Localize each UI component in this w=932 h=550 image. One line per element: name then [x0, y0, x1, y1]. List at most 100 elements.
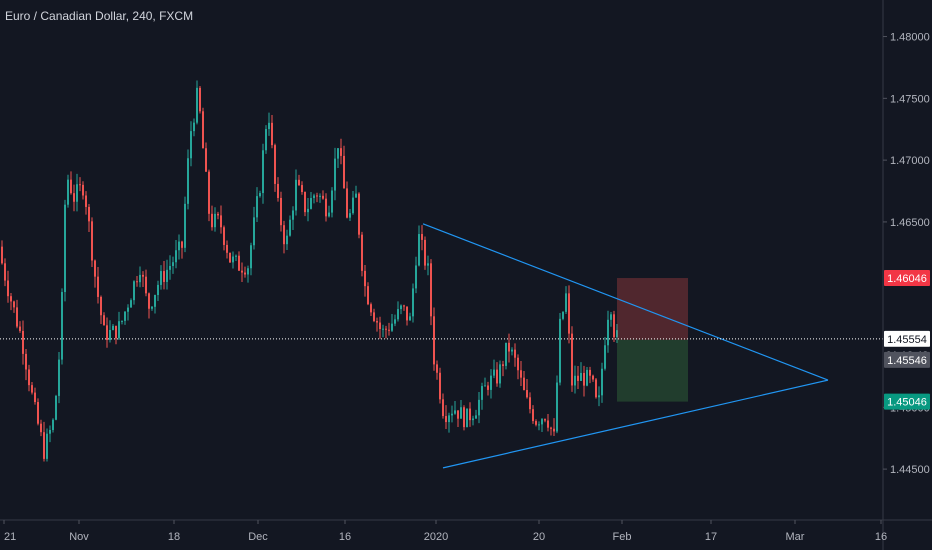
candle [352, 190, 354, 215]
candle [517, 354, 519, 380]
chart-title: Euro / Canadian Dollar, 240, FXCM [5, 9, 194, 23]
candle [442, 393, 444, 419]
candle [301, 181, 303, 195]
candle [532, 405, 534, 424]
candle [46, 428, 48, 462]
candle [109, 320, 111, 343]
candle [91, 217, 93, 268]
candle [295, 169, 297, 216]
x-tick-label: 20 [533, 531, 545, 543]
candle [319, 193, 321, 203]
candle [562, 311, 564, 321]
candle [25, 348, 27, 381]
candle [37, 398, 39, 426]
candle [487, 381, 489, 396]
candle [328, 205, 330, 218]
candle [334, 147, 336, 201]
candle [136, 275, 138, 287]
candle [565, 286, 567, 315]
candle [574, 365, 576, 394]
candle [118, 311, 120, 340]
candle [376, 317, 378, 332]
x-tick-label: Nov [69, 531, 89, 543]
candle [232, 251, 234, 269]
candle [436, 360, 438, 380]
candle [49, 425, 51, 443]
candle [481, 382, 483, 410]
candle [142, 271, 144, 288]
candle [409, 312, 411, 321]
candle [175, 240, 177, 269]
candle [265, 125, 267, 154]
descending-trendline [422, 223, 829, 381]
candle [316, 192, 318, 203]
price-axis: 1.480001.475001.470001.465001.450001.445… [883, 32, 930, 476]
candle [64, 199, 66, 302]
candle [613, 310, 615, 342]
candle [394, 314, 396, 327]
candle [388, 322, 390, 336]
candle [280, 191, 282, 232]
candle [490, 369, 492, 399]
candle [583, 365, 585, 397]
x-tick-label: Mar [786, 531, 805, 543]
candle [127, 304, 129, 321]
candle [601, 362, 603, 403]
candle [616, 323, 618, 343]
svg-text:1.46046: 1.46046 [887, 273, 927, 285]
x-tick-label: 21 [4, 531, 16, 543]
candle [235, 254, 237, 262]
candle [79, 177, 81, 192]
candle [592, 374, 594, 382]
candle [460, 399, 462, 419]
candle [508, 333, 510, 363]
candle [337, 148, 339, 168]
candle [433, 307, 435, 371]
candle [397, 301, 399, 322]
candle [214, 207, 216, 232]
candle [97, 266, 99, 304]
candle [361, 231, 363, 277]
y-tick-label: 1.47500 [890, 93, 930, 105]
candle [202, 107, 204, 149]
candle [346, 181, 348, 219]
candle [238, 251, 240, 272]
candle [85, 191, 87, 215]
candle [418, 225, 420, 267]
candle [166, 259, 168, 290]
candle [115, 325, 117, 345]
candle [250, 242, 252, 276]
candle [493, 359, 495, 379]
candle [1, 240, 3, 265]
candle [52, 418, 54, 433]
candle [358, 192, 360, 239]
candle [463, 405, 465, 431]
candle [439, 367, 441, 404]
candle [154, 294, 156, 314]
candle [385, 325, 387, 339]
candle [553, 418, 555, 436]
y-tick-label: 1.47000 [890, 155, 930, 167]
candle [121, 320, 123, 325]
candle [325, 193, 327, 222]
candle [454, 401, 456, 415]
candle [199, 85, 201, 114]
candle [568, 285, 570, 344]
candle [43, 421, 45, 462]
candle [340, 138, 342, 165]
position-zones [617, 278, 688, 402]
candle [550, 426, 552, 436]
candle [379, 316, 381, 339]
candle [106, 317, 108, 348]
candle [577, 366, 579, 389]
candle [472, 415, 474, 426]
candle [19, 321, 21, 333]
candle [247, 265, 249, 283]
candle [496, 362, 498, 387]
candle [484, 377, 486, 387]
candle [364, 264, 366, 297]
candle [523, 371, 525, 391]
candle [529, 392, 531, 414]
candle [349, 209, 351, 221]
